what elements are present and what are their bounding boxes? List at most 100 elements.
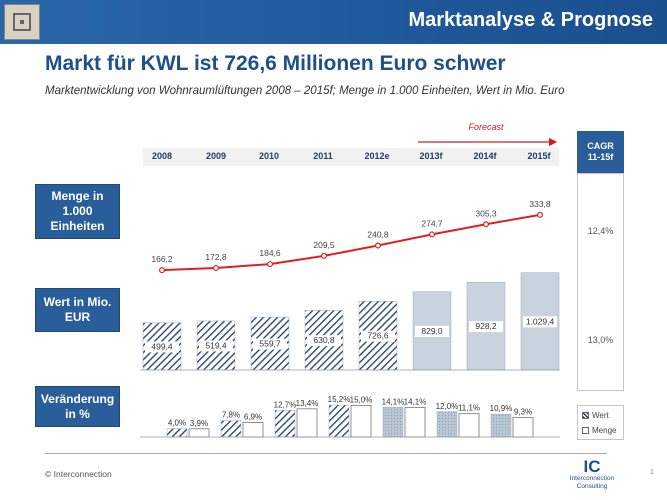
- menge-point: [321, 252, 328, 259]
- menge-line: [161, 213, 541, 272]
- wert-value-label-bg: [145, 341, 179, 353]
- wert-value-label: 499,4: [151, 341, 173, 351]
- logo-name-1: Interconnection: [569, 475, 615, 482]
- logo-inner-frame: [13, 13, 31, 31]
- cagr-menge-value: 12,4%: [587, 226, 614, 236]
- footer-divider: [45, 453, 607, 454]
- legend-swatch-wert: [582, 412, 589, 419]
- legend-label-menge: Menge: [592, 426, 617, 435]
- row-label-menge: Menge in 1.000 Einheiten: [35, 184, 120, 239]
- wert-value-label-bg: [361, 330, 395, 342]
- wert-value-label: 519,4: [205, 340, 227, 350]
- change-wert-label: 7,8%: [222, 411, 240, 420]
- change-menge-bar: [188, 428, 210, 438]
- company-logo: IC Interconnection Consulting: [563, 458, 621, 491]
- change-wert-label: 4,0%: [168, 419, 186, 428]
- year-label: 2013f: [419, 151, 443, 161]
- wert-value-label-bg: [199, 340, 233, 352]
- menge-value-label: 274,7: [421, 218, 443, 228]
- wert-value-label-bg: [253, 338, 287, 350]
- change-menge-label: 15,0%: [350, 396, 373, 405]
- change-menge-label: 13,4%: [296, 399, 319, 408]
- year-label: 2010: [258, 151, 280, 161]
- logo-name-2: Consulting: [576, 483, 608, 490]
- menge-point: [429, 231, 436, 238]
- menge-point: [483, 221, 490, 228]
- wert-value-label: 1.029,4: [526, 316, 555, 326]
- header-bar: [0, 0, 667, 44]
- year-label: 2015f: [527, 151, 551, 161]
- slide-title: Markt für KWL ist 726,6 Millionen Euro s…: [45, 52, 506, 75]
- wert-value-label-bg: [415, 325, 449, 337]
- menge-value-label: 305,3: [475, 208, 497, 218]
- forecast-label: Forecast: [468, 122, 504, 132]
- change-wert-bar: [166, 428, 188, 438]
- cagr-column: [577, 173, 624, 391]
- header-title: Marktanalyse & Prognose: [408, 9, 653, 31]
- menge-point: [267, 261, 274, 268]
- change-wert-bar: [490, 413, 512, 438]
- menge-value-label: 184,6: [259, 248, 281, 258]
- change-wert-label: 12,0%: [436, 402, 459, 411]
- year-label: 2014f: [473, 151, 497, 161]
- change-wert-bar: [220, 420, 242, 438]
- legend-item-wert: Wert: [582, 411, 609, 420]
- cagr-range: 11-15f: [587, 152, 614, 162]
- change-wert-bar: [436, 411, 458, 438]
- change-wert-label: 14,1%: [382, 397, 405, 406]
- change-wert-bar: [328, 404, 350, 438]
- year-label: 2008: [151, 151, 173, 161]
- menge-point: [536, 211, 543, 218]
- change-menge-label: 6,9%: [244, 413, 262, 422]
- year-label: 2009: [205, 151, 227, 161]
- cagr-wert-value: 13,0%: [587, 335, 614, 345]
- year-label: 2012e: [364, 151, 390, 161]
- wert-value-label: 829,0: [421, 326, 443, 336]
- year-label: 2011: [313, 151, 333, 161]
- wert-value-label-bg: [307, 335, 341, 347]
- change-menge-label: 11,1%: [458, 404, 480, 413]
- wert-value-label: 928,2: [475, 321, 497, 331]
- change-menge-bar: [296, 408, 318, 438]
- logo-letters: IC: [583, 457, 601, 476]
- footer-copyright: © Interconnection: [45, 469, 112, 479]
- change-wert-label: 10,9%: [490, 404, 513, 413]
- legend-label-wert: Wert: [592, 411, 609, 420]
- change-wert-bar: [382, 407, 404, 438]
- cagr-header: CAGR 11-15f: [577, 131, 624, 173]
- change-menge-bar: [242, 422, 264, 438]
- wert-value-label: 630,8: [313, 335, 335, 345]
- wert-value-label: 559,7: [259, 339, 281, 349]
- menge-point: [213, 264, 220, 271]
- slide-subtitle: Marktentwicklung von Wohnraumlüftungen 2…: [45, 85, 565, 97]
- change-wert-bar: [274, 410, 296, 438]
- change-menge-label: 3,9%: [190, 419, 208, 428]
- change-menge-bar: [404, 407, 426, 438]
- menge-value-label: 209,5: [313, 240, 335, 250]
- year-band: [143, 148, 559, 166]
- logo-dot: [20, 20, 24, 24]
- menge-point: [375, 242, 382, 249]
- page-number: 1: [650, 469, 654, 476]
- row-label-veraenderung: Veränderung in %: [35, 386, 120, 427]
- change-menge-label: 9,3%: [514, 407, 532, 416]
- menge-value-label: 240,8: [367, 230, 389, 240]
- legend-swatch-menge: [582, 427, 589, 434]
- logo-icon: [4, 4, 40, 40]
- change-wert-label: 12,7%: [274, 400, 297, 409]
- change-menge-label: 14,1%: [404, 397, 427, 406]
- legend-item-menge: Menge: [582, 426, 616, 435]
- wert-value-label: 726,6: [367, 331, 389, 341]
- row-label-wert: Wert in Mio. EUR: [35, 288, 120, 332]
- menge-point: [159, 267, 166, 274]
- menge-value-label: 333,8: [529, 199, 551, 209]
- menge-value-label: 166,2: [151, 254, 173, 264]
- legend: Wert Menge: [577, 405, 624, 440]
- wert-value-label-bg: [523, 316, 557, 328]
- cagr-title: CAGR: [587, 140, 614, 151]
- change-menge-bar: [350, 405, 372, 438]
- wert-value-label-bg: [469, 321, 503, 333]
- change-menge-bar: [458, 413, 480, 438]
- change-wert-label: 15,2%: [328, 395, 351, 404]
